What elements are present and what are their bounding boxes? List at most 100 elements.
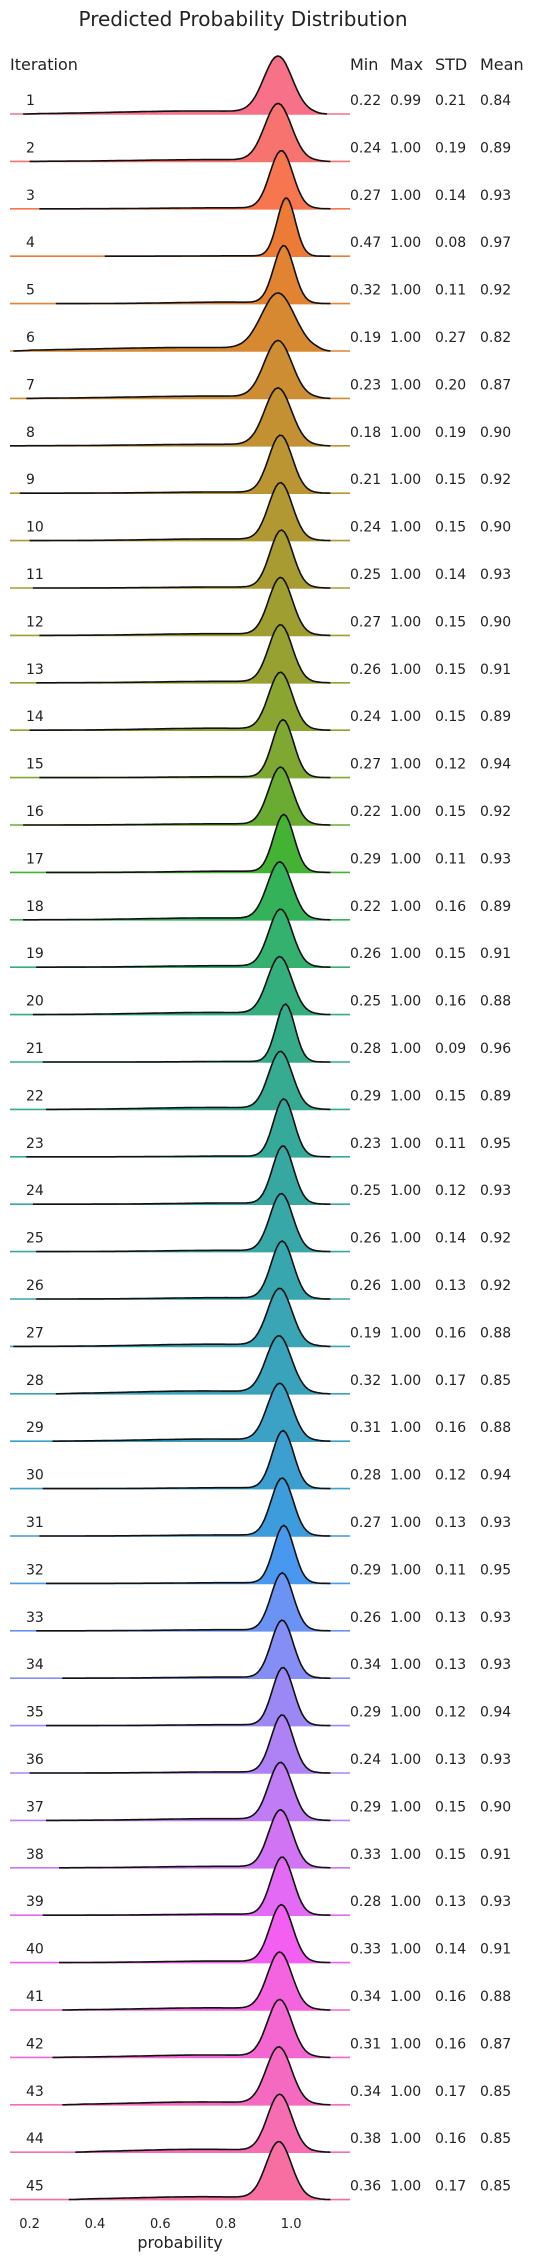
std-value: 0.15 [435, 614, 466, 630]
ridge-area [32, 956, 331, 1015]
max-value: 1.00 [390, 1041, 421, 1057]
ridge-outline [32, 529, 331, 589]
max-value: 1.00 [390, 2179, 421, 2195]
ridge-outline [36, 623, 331, 684]
ridge-outline [39, 576, 331, 637]
std-value: 0.13 [435, 1610, 466, 1626]
iteration-label: 11 [26, 567, 44, 583]
ridge-row: 14 0.24 1.00 0.15 0.89 [10, 671, 511, 732]
iteration-label: 16 [26, 804, 44, 820]
iteration-label: 20 [26, 994, 44, 1010]
ridge-outline [29, 1714, 331, 1774]
std-value: 0.11 [435, 283, 466, 299]
iteration-label: 36 [26, 1752, 44, 1768]
ridge-outline [36, 1571, 331, 1632]
min-value: 0.34 [350, 2084, 381, 2100]
max-value: 1.00 [390, 140, 421, 156]
std-value: 0.12 [435, 1468, 466, 1484]
max-value: 1.00 [390, 851, 421, 867]
ridge-row: 16 0.22 1.00 0.15 0.92 [10, 766, 511, 826]
ridge-area [36, 909, 331, 968]
max-value: 1.00 [390, 1278, 421, 1294]
mean-value: 0.93 [480, 1657, 511, 1673]
ridge-outline [39, 149, 331, 210]
iteration-label: 39 [26, 1894, 44, 1910]
iteration-label: 15 [26, 757, 44, 773]
min-value: 0.27 [350, 188, 381, 204]
mean-value: 0.92 [480, 1278, 511, 1294]
max-value: 1.00 [390, 2084, 421, 2100]
x-axis-label: probability [137, 2233, 222, 2252]
ridge-outline [59, 1808, 331, 1869]
mean-value: 0.93 [480, 567, 511, 583]
ridge-outline [36, 908, 331, 968]
iteration-label: 33 [26, 1610, 44, 1626]
std-value: 0.15 [435, 1847, 466, 1863]
max-value: 1.00 [390, 1610, 421, 1626]
ridge-row: 33 0.26 1.00 0.13 0.93 [10, 1571, 511, 1632]
iteration-label: 27 [26, 1325, 44, 1341]
column-header-iteration: Iteration [10, 55, 78, 74]
ridge-outline [75, 2093, 331, 2153]
ridge-area [46, 814, 331, 873]
mean-value: 0.93 [480, 1183, 511, 1199]
std-value: 0.13 [435, 1752, 466, 1768]
ridge-rows: 1 0.22 0.99 0.21 0.842 0.24 1.00 0.19 0.893 0.27 1… [10, 55, 511, 2201]
ridge-area [36, 1572, 331, 1631]
min-value: 0.19 [350, 330, 381, 346]
min-value: 0.29 [350, 851, 381, 867]
ridge-area [26, 1098, 331, 1157]
ridge-row: 9 0.21 1.00 0.15 0.92 [10, 434, 511, 495]
x-tick-label: 0.6 [150, 2217, 171, 2232]
max-value: 1.00 [390, 946, 421, 962]
mean-value: 0.88 [480, 1989, 511, 2005]
ridge-area [36, 1241, 331, 1299]
mean-value: 0.92 [480, 283, 511, 299]
iteration-label: 45 [26, 2179, 44, 2195]
min-value: 0.29 [350, 1799, 381, 1815]
mean-value: 0.92 [480, 472, 511, 488]
mean-value: 0.93 [480, 851, 511, 867]
min-value: 0.29 [350, 1705, 381, 1721]
mean-value: 0.85 [480, 2131, 511, 2147]
iteration-label: 43 [26, 2084, 44, 2100]
iteration-label: 23 [26, 1136, 44, 1152]
std-value: 0.13 [435, 1657, 466, 1673]
ridge-area [52, 1383, 331, 1442]
iteration-label: 30 [26, 1468, 44, 1484]
ridge-area [23, 56, 328, 114]
min-value: 0.25 [350, 567, 381, 583]
ridge-outline [46, 1761, 331, 1822]
max-value: 1.00 [390, 1231, 421, 1247]
ridge-area [68, 2141, 331, 2200]
min-value: 0.47 [350, 235, 381, 251]
std-value: 0.16 [435, 994, 466, 1010]
iteration-label: 37 [26, 1799, 44, 1815]
max-value: 1.00 [390, 1562, 421, 1578]
ridge-area [23, 767, 331, 825]
std-value: 0.15 [435, 946, 466, 962]
x-tick-label: 0.2 [19, 2217, 40, 2232]
ridge-area [32, 1146, 331, 1205]
min-value: 0.24 [350, 1752, 381, 1768]
std-value: 0.15 [435, 520, 466, 536]
ridge-row: 19 0.26 1.00 0.15 0.91 [10, 908, 511, 969]
mean-value: 0.92 [480, 1231, 511, 1247]
max-value: 1.00 [390, 1136, 421, 1152]
ridge-outline [32, 1145, 331, 1205]
ridge-area [23, 861, 331, 920]
mean-value: 0.94 [480, 1705, 511, 1721]
ridge-area [59, 1809, 331, 1868]
ridge-row: 1 0.22 0.99 0.21 0.84 [10, 55, 511, 115]
ridge-outline [62, 1951, 331, 2011]
iteration-label: 10 [26, 520, 44, 536]
mean-value: 0.87 [480, 2036, 511, 2052]
iteration-label: 31 [26, 1515, 44, 1531]
ridge-row: 41 0.34 1.00 0.16 0.88 [10, 1951, 511, 2011]
ridge-row: 6 0.19 1.00 0.27 0.82 [10, 292, 511, 352]
max-value: 1.00 [390, 1515, 421, 1531]
max-value: 1.00 [390, 1705, 421, 1721]
mean-value: 0.93 [480, 188, 511, 204]
ridge-row: 27 0.19 1.00 0.16 0.88 [10, 1287, 511, 1348]
ridge-area [46, 1525, 331, 1584]
